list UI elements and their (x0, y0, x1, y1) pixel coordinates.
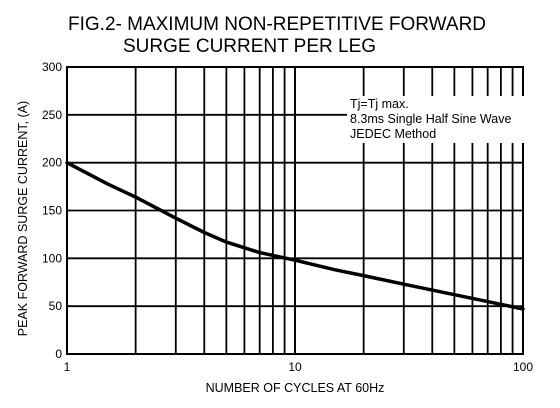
y-tick-label: 200 (42, 156, 62, 170)
x-axis-label: NUMBER OF CYCLES AT 60Hz (206, 381, 385, 395)
test-conditions-note: Tj=Tj max. 8.3ms Single Half Sine Wave J… (347, 96, 533, 143)
y-tick-labels: 0 50 100 150 200 250 300 (42, 60, 62, 361)
chart-title-line2: SURGE CURRENT PER LEG (123, 36, 377, 57)
x-tick-label: 10 (288, 360, 302, 374)
y-tick-label: 0 (55, 347, 62, 361)
x-tick-label: 1 (64, 360, 71, 374)
y-tick-label: 50 (49, 299, 63, 313)
plot-frame (66, 66, 524, 355)
y-tick-label: 300 (42, 60, 62, 74)
x-tick-label: 100 (513, 360, 533, 374)
note-line-2: 8.3ms Single Half Sine Wave (350, 112, 512, 126)
y-tick-label: 100 (42, 251, 62, 265)
chart-title-line1: FIG.2- MAXIMUM NON-REPETITIVE FORWARD (68, 14, 487, 35)
surge-current-curve (65, 160, 525, 311)
note-line-3: JEDEC Method (350, 127, 437, 141)
x-tick-labels: 1 10 100 (64, 360, 534, 374)
y-tick-label: 250 (42, 108, 62, 122)
y-tick-label: 150 (42, 204, 62, 218)
y-axis-label: PEAK FORWARD SURGE CURRENT, (A) (16, 101, 30, 336)
note-line-1: Tj=Tj max. (350, 97, 409, 111)
